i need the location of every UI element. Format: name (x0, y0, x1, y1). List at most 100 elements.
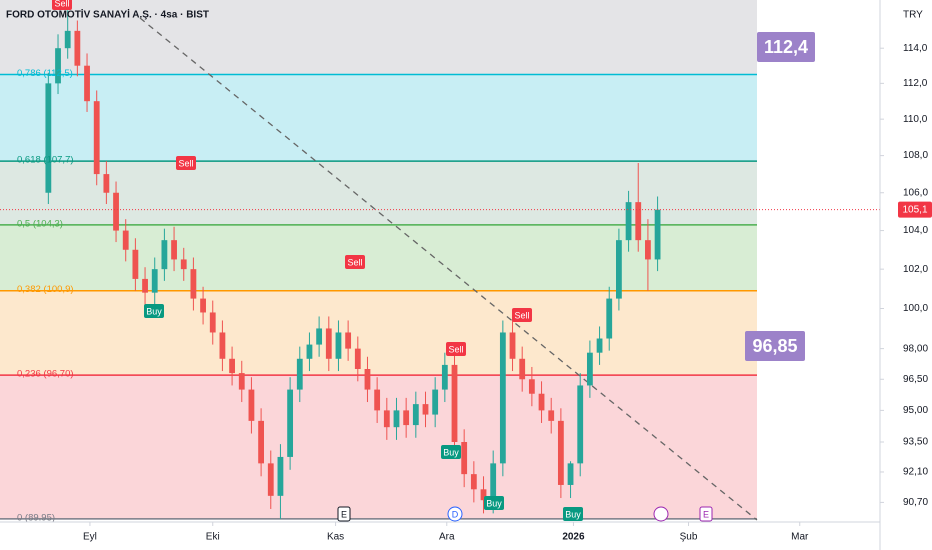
last-price-label: 105,1 (902, 204, 927, 215)
candle-body (287, 389, 294, 457)
signal-box (484, 496, 504, 510)
chart-title: FORD OTOMOTİV SANAYİ A.Ş. · 4sa · BIST (6, 8, 209, 21)
signal-box (563, 507, 583, 521)
signal-box (144, 304, 164, 318)
candle-body (586, 352, 593, 386)
x-tick-label: Mar (791, 532, 809, 543)
signal-label: Sell (54, 0, 69, 8)
fib-zone (0, 224, 757, 291)
signal-box (52, 0, 72, 10)
candle-body (354, 348, 361, 369)
callout-box (757, 32, 815, 62)
fib-label: 0,786 (112,5) (17, 68, 73, 79)
candle-body (103, 174, 110, 193)
fib-zone (0, 0, 757, 75)
fib-zone (0, 290, 757, 376)
fib-label: 0,382 (100,9) (17, 284, 74, 295)
y-tick-label: 110,0 (903, 114, 928, 125)
signal-box (176, 156, 196, 170)
candle-body (64, 30, 71, 49)
candle-body (55, 48, 61, 84)
candle-body (422, 404, 429, 415)
candle-body (432, 389, 439, 415)
event-icon (337, 506, 351, 522)
candle-body (596, 338, 603, 353)
y-tick-label: 104,0 (903, 225, 928, 236)
candle-body (654, 209, 661, 260)
candle-body (200, 298, 206, 313)
candle-body (606, 298, 613, 339)
candle-body (142, 278, 148, 293)
last-price-box (898, 201, 932, 218)
candle-body (490, 463, 497, 501)
signal-label: Buy (486, 498, 502, 508)
candle-body (209, 312, 216, 333)
y-tick-label: 114,0 (903, 43, 928, 54)
candle-body (325, 328, 332, 359)
candle-body (412, 404, 419, 426)
candle-body (74, 30, 81, 66)
candle-body (625, 202, 632, 241)
candle-body (451, 364, 458, 443)
signal-label: Sell (347, 257, 362, 267)
candle-body (577, 385, 584, 464)
trend-line (139, 17, 758, 521)
y-tick-label: 90,70 (903, 497, 928, 508)
candle-body (84, 65, 90, 102)
y-tick-label: 106,0 (903, 187, 928, 198)
candle-body (509, 332, 516, 359)
candle-body (190, 269, 197, 299)
candle-body (316, 328, 323, 345)
event-icon (653, 506, 669, 522)
y-tick-label: 102,0 (903, 264, 928, 275)
y-tick-label: 100,0 (903, 303, 928, 314)
y-tick-label: 92,10 (903, 467, 928, 478)
y-tick-label: 96,50 (903, 374, 928, 385)
y-tick-label: 98,00 (903, 343, 928, 354)
candle-body (538, 393, 545, 411)
callout-label: 96,85 (752, 336, 797, 356)
candle-body (548, 410, 555, 421)
candle-body (567, 463, 574, 485)
x-tick-label: 2026 (562, 532, 585, 543)
event-label: E (703, 509, 709, 519)
candle-body (122, 230, 129, 250)
event-label: E (341, 509, 347, 519)
fib-label: 0,618 (107,7) (17, 155, 74, 166)
y-tick-label: 108,0 (903, 150, 928, 161)
signal-label: Sell (448, 344, 463, 354)
candle-body (519, 358, 526, 380)
candle-body (383, 410, 390, 428)
candle-body (345, 332, 352, 349)
fib-label: 0,236 (96,70) (17, 369, 74, 380)
signal-label: Buy (146, 306, 162, 316)
x-tick-label: Şub (680, 532, 698, 543)
candle-body (635, 202, 642, 241)
signal-label: Sell (178, 158, 193, 168)
candle-body (364, 368, 371, 390)
candle-body (171, 240, 177, 260)
event-label: D (452, 509, 459, 519)
fib-zone (0, 74, 757, 162)
candle-body (335, 332, 342, 359)
signal-label: Buy (565, 509, 581, 519)
candle-body (441, 364, 448, 390)
callout-box (745, 331, 805, 361)
candle-body (45, 83, 52, 193)
candle-body (161, 240, 168, 270)
candle-body (113, 192, 119, 231)
candle-body (248, 389, 255, 421)
signal-box (345, 255, 365, 269)
candle-body (296, 358, 303, 390)
candle-body (258, 420, 264, 464)
signal-label: Buy (443, 447, 459, 457)
candle-body (219, 332, 226, 359)
event-icon (447, 506, 463, 522)
y-tick-label: 95,00 (903, 405, 928, 416)
y-tick-label: 93,50 (903, 437, 928, 448)
candle-body (393, 410, 400, 428)
callout-label: 112,4 (764, 37, 808, 57)
y-tick-label: 112,0 (903, 78, 928, 89)
candle-body (557, 420, 564, 485)
x-tick-label: Kas (327, 532, 344, 543)
